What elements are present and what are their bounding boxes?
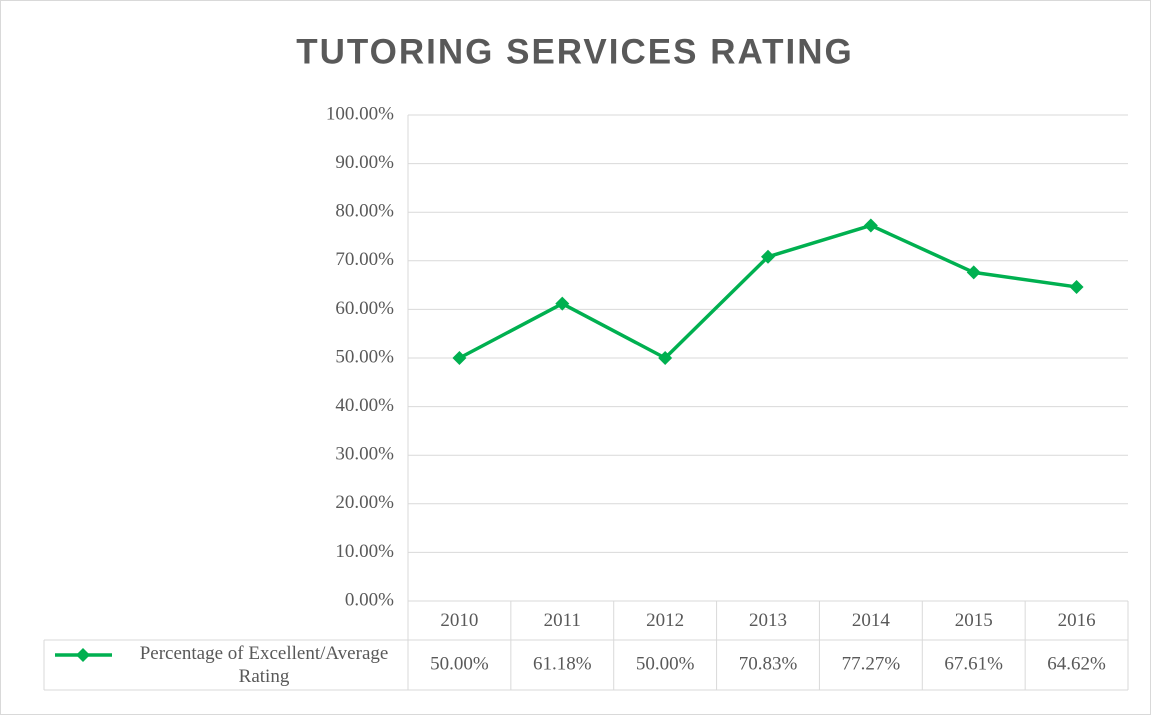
x-tick-label: 2011 — [544, 610, 581, 631]
marker — [555, 296, 570, 311]
marker — [452, 351, 467, 365]
data-table-value: 77.27% — [842, 653, 901, 674]
x-tick-label: 2016 — [1058, 610, 1096, 631]
marker — [1069, 279, 1084, 294]
data-table-value: 61.18% — [533, 653, 592, 674]
x-tick-label: 2013 — [749, 610, 787, 631]
y-tick-label: 100.00% — [326, 103, 394, 124]
y-tick-label: 0.00% — [345, 589, 394, 610]
y-tick-label: 60.00% — [335, 298, 394, 319]
data-table-value: 50.00% — [430, 653, 489, 674]
data-table-value: 50.00% — [636, 653, 695, 674]
data-table-value: 67.61% — [944, 653, 1003, 674]
marker — [658, 351, 673, 365]
legend-marker — [76, 648, 90, 662]
data-table-value: 70.83% — [739, 653, 798, 674]
chart-title: TUTORING SERVICES RATING — [296, 32, 854, 71]
y-tick-label: 50.00% — [335, 346, 394, 367]
marker — [761, 249, 775, 264]
x-tick-label: 2014 — [852, 610, 891, 631]
x-tick-label: 2010 — [440, 610, 478, 631]
y-tick-label: 90.00% — [335, 152, 394, 173]
x-tick-label: 2015 — [955, 610, 993, 631]
marker — [863, 218, 878, 233]
marker — [966, 265, 981, 280]
legend-label: Percentage of Excellent/Average Rating — [139, 643, 389, 687]
y-tick-label: 80.00% — [335, 201, 394, 222]
y-tick-label: 70.00% — [335, 249, 394, 270]
y-tick-label: 30.00% — [335, 444, 394, 465]
y-tick-label: 40.00% — [335, 395, 394, 416]
y-tick-label: 10.00% — [335, 541, 394, 562]
x-tick-label: 2012 — [646, 610, 684, 631]
y-tick-label: 20.00% — [335, 492, 394, 513]
data-table-value: 64.62% — [1047, 653, 1106, 674]
